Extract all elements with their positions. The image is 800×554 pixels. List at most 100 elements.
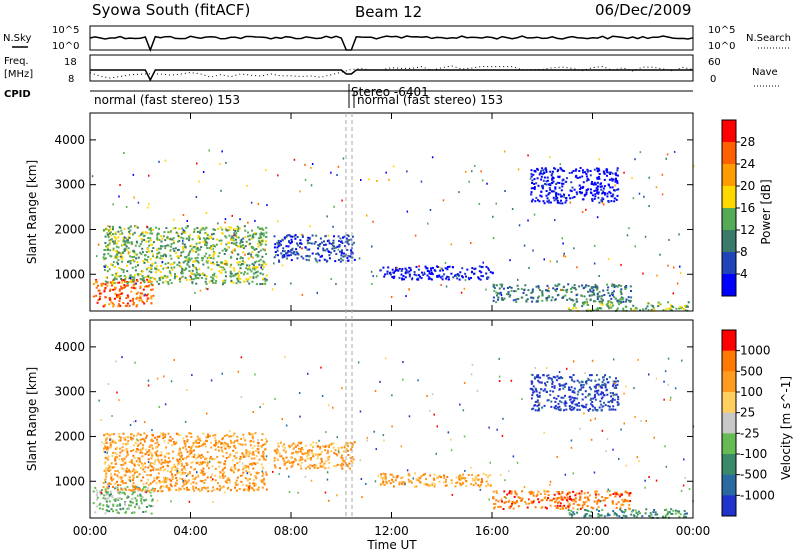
scatter-cell — [151, 498, 154, 501]
scatter-cell — [174, 273, 176, 275]
scatter-cell — [602, 299, 604, 302]
scatter-cell — [591, 409, 594, 412]
scatter-cell — [140, 450, 143, 452]
scatter-cell — [529, 177, 532, 180]
scatter-cell — [163, 436, 166, 439]
scatter-cell — [248, 482, 251, 485]
scatter-cell — [555, 407, 558, 410]
scatter-cell — [259, 244, 262, 247]
scatter-cell — [561, 237, 563, 240]
scatter-cell — [163, 253, 166, 256]
scatter-cell — [310, 242, 313, 245]
scatter-cell — [113, 256, 116, 259]
scatter-cell — [158, 479, 161, 482]
scatter-cell — [154, 451, 157, 454]
scatter-cell — [109, 483, 112, 485]
scatter-cell — [634, 306, 637, 309]
scatter-cell — [203, 241, 206, 244]
scatter-cell — [464, 469, 466, 472]
scatter-cell — [654, 513, 657, 516]
scatter-cell — [110, 238, 113, 241]
scatter-cell — [502, 298, 505, 301]
scatter-cell — [325, 444, 328, 447]
scatter-cell — [601, 202, 604, 204]
scatter-cell — [366, 439, 369, 442]
scatter-cell — [104, 283, 107, 286]
scatter-cell — [109, 249, 112, 252]
scatter-cell — [119, 507, 122, 510]
scatter-cell — [477, 478, 480, 481]
scatter-cell — [436, 425, 438, 428]
scatter-cell — [500, 294, 503, 297]
scatter-cell — [431, 267, 434, 269]
scatter-cell — [307, 236, 310, 239]
scatter-cell — [277, 449, 280, 452]
scatter-cell — [594, 417, 596, 420]
scatter-cell — [129, 275, 131, 278]
scatter-cell — [536, 299, 539, 302]
scatter-cell — [320, 255, 323, 258]
scatter-cell — [547, 399, 550, 402]
scatter-cell — [234, 457, 237, 460]
scatter-cell — [264, 458, 267, 461]
scatter-cell — [149, 482, 152, 485]
scatter-cell — [546, 374, 548, 377]
scatter-cell — [248, 238, 251, 241]
scatter-cell — [154, 257, 157, 259]
scatter-cell — [579, 167, 582, 169]
scatter-cell — [218, 265, 221, 268]
scatter-cell — [133, 420, 135, 423]
scatter-cell — [575, 298, 578, 301]
scatter-cell — [160, 481, 163, 484]
scatter-cell — [155, 477, 158, 480]
scatter-cell — [128, 488, 131, 491]
scatter-cell — [317, 244, 320, 247]
scatter-cell — [131, 259, 134, 262]
scatter-cell — [119, 184, 121, 186]
scatter-cell — [264, 442, 267, 445]
scatter-cell — [154, 278, 157, 281]
scatter-cell — [693, 165, 695, 168]
scatter-cell — [247, 221, 249, 224]
scatter-cell — [543, 176, 546, 179]
scatter-cell — [336, 245, 339, 248]
scatter-cell — [115, 272, 118, 275]
scatter-cell — [122, 271, 125, 274]
scatter-cell — [178, 471, 181, 474]
scatter-cell — [665, 465, 668, 468]
scatter-cell — [557, 193, 560, 196]
scatter-cell — [382, 482, 385, 485]
scatter-cell — [532, 494, 535, 497]
scatter-cell — [633, 387, 635, 390]
scatter-cell — [560, 495, 563, 498]
scatter-cell — [341, 467, 344, 470]
scatter-cell — [215, 275, 218, 278]
scatter-cell — [257, 444, 260, 447]
scatter-cell — [549, 393, 552, 396]
scatter-cell — [288, 446, 291, 449]
scatter-cell — [603, 203, 605, 206]
scatter-cell — [210, 476, 212, 479]
scatter-cell — [190, 436, 193, 438]
scatter-cell — [359, 410, 362, 413]
scatter-cell — [630, 307, 632, 310]
scatter-cell — [179, 280, 182, 283]
scatter-cell — [176, 249, 179, 252]
scatter-cell — [122, 251, 125, 254]
scatter-cell — [136, 460, 139, 463]
scatter-cell — [395, 476, 398, 479]
scatter-cell — [183, 465, 186, 468]
scatter-cell — [608, 190, 611, 193]
scatter-cell — [262, 457, 265, 460]
scatter-cell — [205, 226, 208, 229]
scatter-cell — [683, 513, 686, 516]
scatter-cell — [143, 281, 146, 284]
scatter-cell — [575, 294, 578, 297]
scatter-cell — [104, 249, 107, 251]
scatter-cell — [183, 466, 186, 469]
scatter-cell — [315, 464, 318, 467]
y-tick-label: 3000 — [54, 385, 85, 399]
scatter-cell — [273, 256, 276, 259]
scatter-cell — [187, 261, 190, 264]
